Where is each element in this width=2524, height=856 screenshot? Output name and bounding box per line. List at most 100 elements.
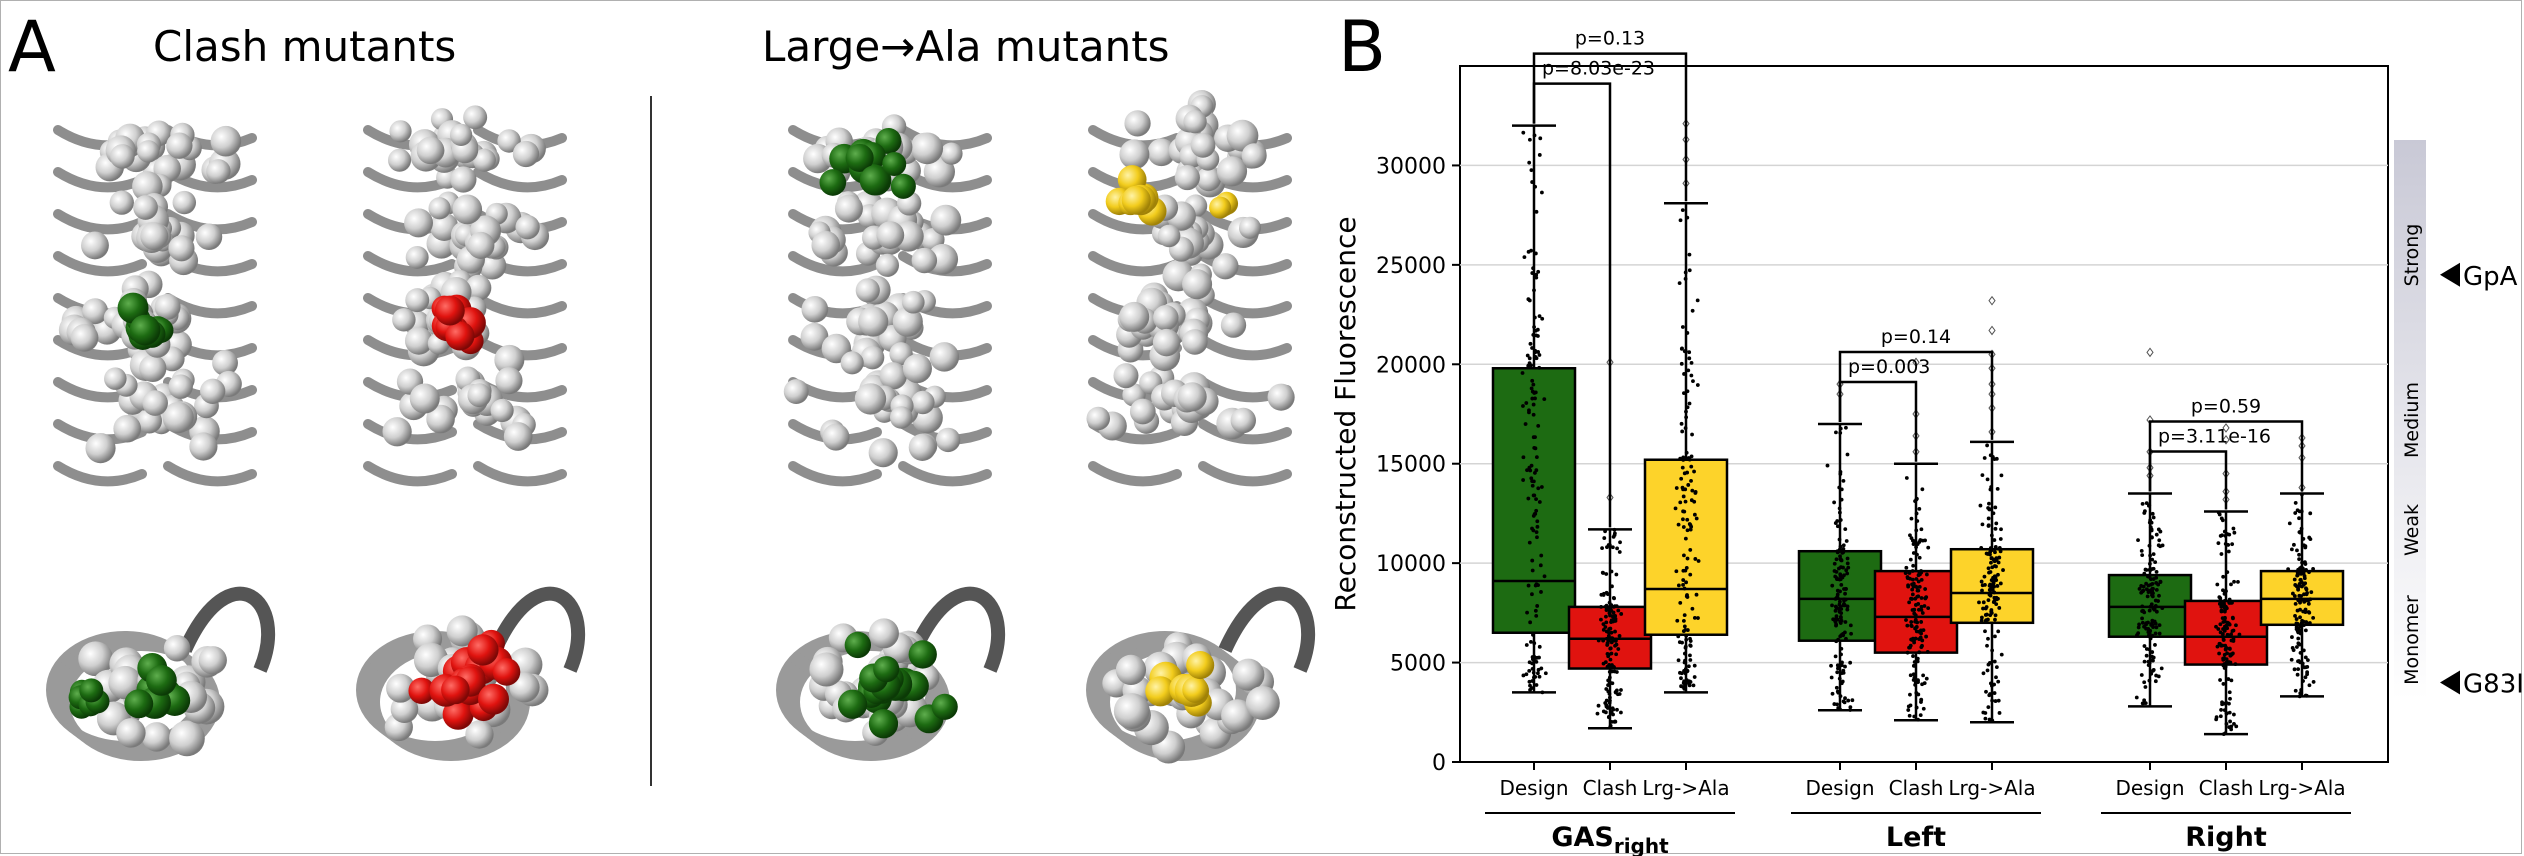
data-point	[2221, 574, 2226, 579]
data-point	[2225, 570, 2230, 575]
data-point	[1915, 519, 1920, 523]
data-point	[1604, 590, 1609, 595]
data-point	[1845, 452, 1850, 457]
data-point	[2298, 578, 2303, 582]
data-point	[1526, 496, 1531, 501]
data-point	[1911, 542, 1916, 547]
data-point	[1523, 422, 1528, 426]
data-point	[2135, 633, 2139, 638]
data-point	[2230, 629, 2235, 633]
data-point	[2294, 617, 2299, 621]
data-point	[1994, 665, 1999, 670]
data-point	[1685, 405, 1690, 410]
x-tick-label: Lrg->Ala	[2258, 776, 2345, 800]
data-point	[1915, 552, 1919, 557]
y-tick-label: 15000	[1376, 453, 1446, 478]
data-point	[1681, 578, 1686, 582]
data-point	[1537, 353, 1542, 357]
data-point	[1613, 629, 1617, 634]
data-point	[1843, 527, 1848, 532]
data-point	[1986, 636, 1990, 641]
data-point	[1619, 688, 1623, 692]
data-point	[1845, 571, 1850, 576]
data-point	[1521, 455, 1526, 460]
data-point	[1684, 633, 1689, 638]
data-point	[1835, 524, 1840, 529]
data-point	[1832, 569, 1837, 573]
data-point	[1919, 620, 1924, 624]
data-point	[2218, 714, 2223, 719]
data-point	[1609, 630, 1614, 635]
data-point	[2144, 501, 2149, 506]
data-point	[1601, 622, 1606, 626]
data-point	[1676, 522, 1681, 527]
data-point	[1683, 658, 1687, 663]
data-point	[2149, 528, 2154, 533]
data-point	[1684, 580, 1688, 585]
data-point	[1908, 643, 1913, 648]
data-point	[1529, 639, 1533, 644]
data-point	[1534, 683, 1539, 687]
data-point	[2158, 580, 2163, 585]
data-point	[2308, 511, 2313, 516]
data-point	[1527, 660, 1532, 665]
data-point	[1685, 595, 1690, 599]
data-point	[1530, 479, 1535, 484]
data-point	[2311, 680, 2316, 684]
data-point	[1984, 618, 1989, 623]
data-point	[1529, 168, 1534, 173]
data-point	[1914, 603, 1918, 607]
data-point	[1838, 544, 1843, 549]
data-point	[1688, 548, 1693, 552]
data-point	[1840, 550, 1845, 555]
x-tick-label: Clash	[1889, 776, 1944, 800]
data-point	[1996, 560, 2001, 565]
data-point	[2140, 609, 2144, 614]
data-point	[1686, 368, 1691, 373]
data-point	[1831, 617, 1836, 622]
data-point	[1985, 443, 1990, 448]
data-point	[1992, 659, 1997, 664]
data-point	[1839, 583, 1844, 587]
data-point	[1911, 654, 1915, 658]
data-point	[1688, 653, 1692, 658]
large-ala-mutant-side-view	[1086, 90, 1295, 487]
data-point	[1978, 503, 1983, 508]
data-point	[1608, 657, 1613, 662]
data-point	[1911, 551, 1916, 555]
outlier-point	[2222, 435, 2230, 445]
data-point	[1679, 676, 1683, 681]
data-point	[1524, 643, 1529, 647]
data-point	[2216, 541, 2221, 546]
data-point	[1998, 581, 2003, 586]
data-point	[1916, 717, 1920, 722]
data-point	[1527, 361, 1532, 366]
data-point	[2221, 701, 2226, 706]
panel-divider	[650, 96, 652, 786]
data-point	[1986, 662, 1991, 667]
data-point	[2230, 542, 2235, 547]
data-point	[1910, 587, 1915, 592]
data-point	[2301, 537, 2306, 541]
data-point	[1680, 346, 1684, 351]
data-point	[1995, 486, 2000, 491]
data-point	[1994, 595, 1999, 600]
data-point	[1989, 533, 1994, 538]
data-point	[1994, 521, 1999, 526]
data-point	[2305, 590, 2309, 595]
data-point	[2296, 641, 2301, 646]
data-point	[2307, 570, 2311, 575]
data-point	[2299, 526, 2304, 531]
data-point	[1614, 652, 1619, 657]
data-point	[1920, 643, 1924, 648]
data-point	[1676, 634, 1681, 639]
data-point	[1526, 583, 1531, 588]
data-point	[2293, 583, 2298, 587]
data-point	[1917, 555, 1922, 560]
data-point	[2214, 624, 2218, 629]
data-point	[1521, 673, 1526, 678]
data-point	[1534, 455, 1539, 460]
data-point	[1980, 588, 1984, 593]
data-point	[1924, 634, 1928, 639]
data-point	[1990, 718, 1995, 723]
